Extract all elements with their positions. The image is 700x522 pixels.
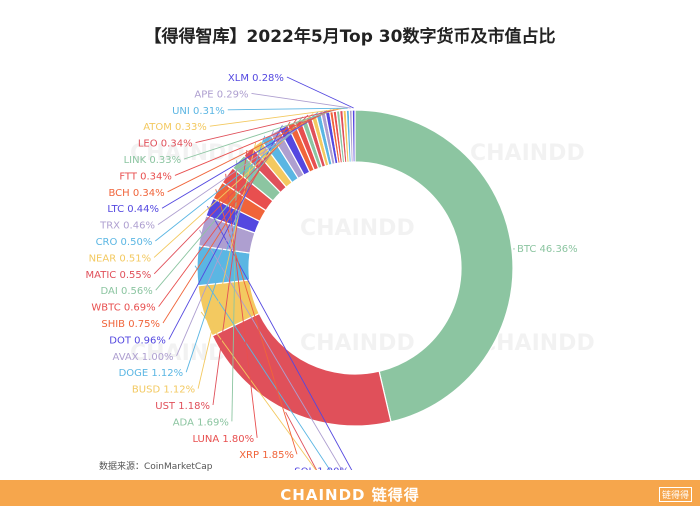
label-uni: UNI 0.31% xyxy=(172,106,225,117)
leader-cro xyxy=(155,111,319,242)
label-doge: DOGE 1.12% xyxy=(119,368,184,379)
watermark-4: CHAINDD xyxy=(300,331,415,356)
label-luna: LUNA 1.80% xyxy=(192,434,254,445)
label-link: LINK 0.33% xyxy=(124,155,182,166)
label-dai: DAI 0.56% xyxy=(100,286,152,297)
label-btc: BTC 46.36% xyxy=(517,244,578,255)
leader-ape xyxy=(251,92,351,109)
label-avax: AVAX 1.00% xyxy=(113,352,174,363)
label-ape: APE 0.29% xyxy=(194,89,248,100)
label-sol: SOL 1.90% xyxy=(294,467,349,470)
label-ltc: LTC 0.44% xyxy=(107,204,159,215)
label-wbtc: WBTC 0.69% xyxy=(91,303,155,314)
leader-trx xyxy=(157,110,324,225)
leader-ada xyxy=(231,160,238,422)
label-atom: ATOM 0.33% xyxy=(143,122,207,133)
watermark-5: CHAINDD xyxy=(480,331,595,356)
leader-leo xyxy=(195,108,342,144)
leader-bch xyxy=(167,109,332,193)
leader-ftt xyxy=(174,108,335,176)
data-source-note: 数据来源：CoinMarketCap xyxy=(99,462,213,472)
donut-slices xyxy=(196,109,514,427)
watermark-1: CHAINDD xyxy=(300,216,415,241)
label-near: NEAR 0.51% xyxy=(89,253,152,264)
label-matic: MATIC 0.55% xyxy=(86,270,152,281)
leader-link xyxy=(183,108,338,160)
label-dot: DOT 0.96% xyxy=(109,335,166,346)
footer-bar: CHAINDD 链得得 链得得 xyxy=(0,480,700,506)
leader-eth xyxy=(285,411,318,470)
label-leo: LEO 0.34% xyxy=(138,139,193,150)
leader-uni xyxy=(227,107,348,111)
footer-stamp: 链得得 xyxy=(658,487,692,502)
watermark-2: CHAINDD xyxy=(470,141,585,166)
leader-ust xyxy=(212,149,248,406)
leader-atom xyxy=(209,107,345,127)
leader-usdt xyxy=(200,311,317,470)
label-bch: BCH 0.34% xyxy=(108,188,164,199)
leader-ltc xyxy=(161,110,328,209)
label-ftt: FTT 0.34% xyxy=(119,171,172,182)
leader-doge xyxy=(185,135,266,373)
chart-title: 【得得智库】2022年5月Top 30数字货币及市值占比 xyxy=(144,27,556,47)
label-cro: CRO 0.50% xyxy=(96,237,153,248)
slice-btc xyxy=(354,109,514,423)
slice-labels: BTC 46.36%ETH 21.60%USDT 5.27%BNB 4.04%U… xyxy=(86,73,578,470)
label-xrp: XRP 1.85% xyxy=(239,450,294,461)
label-shib: SHIB 0.75% xyxy=(101,319,160,330)
leader-luna xyxy=(225,173,258,438)
label-trx: TRX 0.46% xyxy=(99,221,155,232)
label-ada: ADA 1.69% xyxy=(173,417,229,428)
leader-bnb xyxy=(194,265,331,470)
label-xlm: XLM 0.28% xyxy=(228,73,284,84)
leader-xlm xyxy=(286,76,354,109)
leader-lines xyxy=(153,76,515,470)
slice-xlm xyxy=(351,109,356,163)
footer-brand: CHAINDD 链得得 xyxy=(280,486,420,504)
label-busd: BUSD 1.12% xyxy=(132,385,195,396)
label-ust: UST 1.18% xyxy=(155,401,210,412)
leader-sol xyxy=(207,205,353,470)
